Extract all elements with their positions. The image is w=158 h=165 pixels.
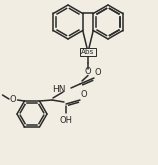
Text: Abs: Abs	[81, 49, 95, 55]
Text: O: O	[81, 90, 88, 99]
Text: O: O	[95, 68, 102, 77]
Text: OH: OH	[60, 116, 73, 125]
Text: O: O	[9, 95, 16, 103]
Text: O: O	[85, 67, 91, 77]
Text: HN: HN	[52, 85, 66, 95]
